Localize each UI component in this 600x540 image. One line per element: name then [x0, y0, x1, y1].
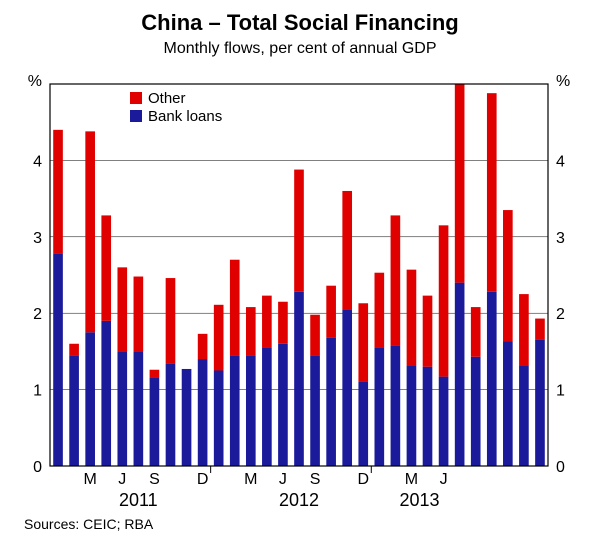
- bar-other: [294, 170, 304, 292]
- bar-other: [310, 315, 320, 355]
- bar-other: [503, 210, 513, 341]
- svg-text:4: 4: [556, 153, 565, 170]
- x-year-label: 2012: [279, 490, 319, 510]
- bar-bank-loans: [326, 338, 336, 466]
- bar-other: [439, 225, 449, 376]
- bar-bank-loans: [230, 355, 240, 466]
- bar-other: [342, 191, 352, 309]
- chart-sources: Sources: CEIC; RBA: [24, 516, 153, 532]
- bar-other: [391, 215, 401, 345]
- x-tick-label: M: [405, 471, 418, 488]
- bar-bank-loans: [535, 340, 545, 466]
- x-tick-label: J: [440, 471, 448, 488]
- bar-bank-loans: [310, 355, 320, 466]
- bar-bank-loans: [198, 359, 208, 466]
- bar-bank-loans: [182, 369, 192, 466]
- bar-bank-loans: [487, 292, 497, 466]
- svg-text:%: %: [28, 73, 42, 90]
- bar-bank-loans: [455, 283, 465, 466]
- bar-other: [358, 303, 368, 382]
- bar-other: [375, 273, 385, 348]
- x-tick-label: S: [310, 471, 321, 488]
- svg-text:1: 1: [556, 383, 565, 400]
- chart-title: China – Total Social Financing: [0, 10, 600, 36]
- legend-swatch: [130, 110, 142, 122]
- bar-bank-loans: [519, 365, 529, 466]
- bar-other: [166, 278, 176, 364]
- svg-text:2: 2: [556, 306, 565, 323]
- bar-other: [423, 296, 433, 367]
- bar-other: [230, 260, 240, 356]
- bar-bank-loans: [294, 292, 304, 466]
- legend-label: Other: [148, 90, 186, 107]
- svg-text:1: 1: [33, 383, 42, 400]
- bar-other: [198, 334, 208, 359]
- bar-other: [262, 296, 272, 348]
- bar-other: [278, 302, 288, 344]
- bar-bank-loans: [246, 355, 256, 466]
- svg-text:0: 0: [556, 459, 565, 476]
- bar-other: [101, 215, 111, 320]
- svg-text:2: 2: [33, 306, 42, 323]
- bar-bank-loans: [342, 309, 352, 466]
- legend-swatch: [130, 92, 142, 104]
- svg-text:4: 4: [33, 153, 42, 170]
- svg-text:3: 3: [556, 230, 565, 247]
- x-tick-label: M: [83, 471, 96, 488]
- bar-other: [407, 270, 417, 366]
- svg-text:%: %: [556, 73, 570, 90]
- bar-other: [246, 307, 256, 355]
- bar-other: [535, 319, 545, 340]
- x-year-label: 2011: [119, 490, 158, 510]
- bar-bank-loans: [166, 364, 176, 466]
- bar-other: [134, 277, 144, 352]
- svg-text:3: 3: [33, 230, 42, 247]
- bar-bank-loans: [134, 351, 144, 466]
- bar-bank-loans: [150, 377, 160, 466]
- bar-other: [214, 305, 224, 371]
- bar-bank-loans: [101, 321, 111, 466]
- bar-other: [326, 286, 336, 338]
- x-tick-label: J: [279, 471, 287, 488]
- bar-other: [471, 307, 481, 357]
- x-tick-label: M: [244, 471, 257, 488]
- x-tick-label: S: [149, 471, 160, 488]
- bar-bank-loans: [375, 348, 385, 466]
- bar-bank-loans: [439, 377, 449, 466]
- x-tick-label: J: [118, 471, 126, 488]
- bar-bank-loans: [214, 371, 224, 467]
- bar-bank-loans: [85, 332, 95, 466]
- bar-other: [519, 294, 529, 365]
- svg-text:0: 0: [33, 459, 42, 476]
- x-tick-label: D: [357, 471, 369, 488]
- bar-other: [487, 93, 497, 292]
- bar-bank-loans: [358, 382, 368, 466]
- x-year-label: 2013: [399, 490, 439, 510]
- chart-container: China – Total Social Financing Monthly f…: [0, 0, 600, 540]
- bar-bank-loans: [278, 344, 288, 466]
- bar-bank-loans: [471, 357, 481, 466]
- bar-other: [150, 370, 160, 378]
- legend-label: Bank loans: [148, 108, 222, 125]
- bar-bank-loans: [423, 367, 433, 466]
- bar-bank-loans: [262, 348, 272, 466]
- x-tick-label: D: [197, 471, 209, 488]
- bar-other: [455, 84, 465, 283]
- bar-bank-loans: [53, 254, 63, 466]
- bar-other: [85, 131, 95, 332]
- bar-bank-loans: [69, 355, 79, 466]
- bar-bank-loans: [407, 365, 417, 466]
- bar-other: [53, 130, 63, 254]
- chart-subtitle: Monthly flows, per cent of annual GDP: [0, 40, 600, 58]
- bar-bank-loans: [117, 351, 127, 466]
- bar-bank-loans: [391, 345, 401, 466]
- bar-other: [69, 344, 79, 355]
- chart-plot: 0 0 1 1 2 2 3 3 4 4%% M J S D M J S D M J 2011 2012 2013 OtherB…: [0, 0, 600, 540]
- bar-other: [117, 267, 127, 351]
- bar-bank-loans: [503, 341, 513, 466]
